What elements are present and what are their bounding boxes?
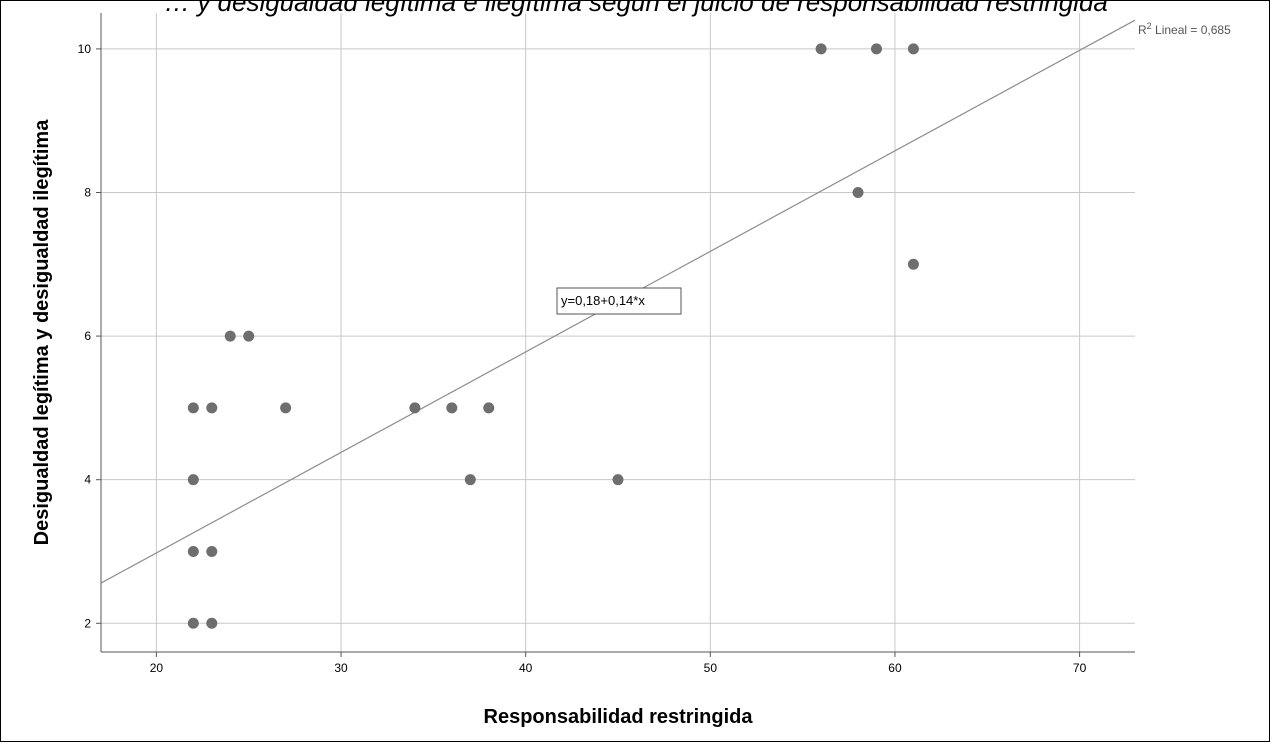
- data-point: [206, 545, 218, 557]
- data-point: [612, 474, 624, 486]
- x-tick-label: 20: [150, 661, 164, 675]
- data-point: [206, 402, 218, 414]
- data-point: [446, 402, 458, 414]
- labels: Responsabilidad restringida Desigualdad …: [31, 21, 1231, 728]
- x-axis-label: Responsabilidad restringida: [484, 706, 754, 728]
- data-point: [409, 402, 421, 414]
- y-tick-label: 4: [84, 473, 91, 487]
- r-squared-value: Lineal = 0,685: [1152, 23, 1231, 37]
- data-point: [815, 43, 827, 55]
- data-point: [224, 330, 236, 342]
- data-point: [187, 617, 199, 629]
- data-point: [464, 474, 476, 486]
- chart-title: … y desigualdad legítima e ilegítima seg…: [164, 0, 1108, 17]
- y-tick-label: 6: [84, 329, 91, 343]
- data-point: [907, 258, 919, 270]
- data-points: [187, 43, 919, 629]
- data-point: [187, 402, 199, 414]
- x-tick-label: 70: [1073, 661, 1087, 675]
- data-point: [907, 43, 919, 55]
- data-point: [483, 402, 495, 414]
- data-point: [871, 43, 882, 55]
- y-tick-label: 10: [78, 42, 92, 56]
- data-point: [852, 186, 864, 198]
- y-axis-label: Desigualdad legítima y desigualdad ilegí…: [31, 119, 53, 546]
- data-point: [206, 617, 218, 629]
- axes: 20 30 40 50 60 70 2 4 6 8 10: [78, 13, 1135, 675]
- data-point: [187, 545, 199, 557]
- fit-equation-box: [556, 287, 682, 315]
- x-tick-label: 30: [334, 661, 348, 675]
- y-tick-label: 2: [84, 616, 91, 630]
- fit-equation-label: y=0,18+0,14*x: [561, 293, 645, 308]
- grid-lines: [101, 13, 1135, 652]
- data-point: [280, 402, 292, 414]
- y-tick-label: 8: [84, 185, 91, 199]
- r-squared-label: R2 Lineal = 0,685: [1138, 21, 1231, 37]
- data-point: [243, 330, 255, 342]
- x-tick-label: 40: [519, 661, 533, 675]
- r-squared-superscript: 2: [1147, 21, 1152, 31]
- data-point: [187, 474, 199, 486]
- r-squared-prefix: R: [1138, 23, 1147, 37]
- x-tick-label: 50: [704, 661, 718, 675]
- x-tick-label: 60: [888, 661, 902, 675]
